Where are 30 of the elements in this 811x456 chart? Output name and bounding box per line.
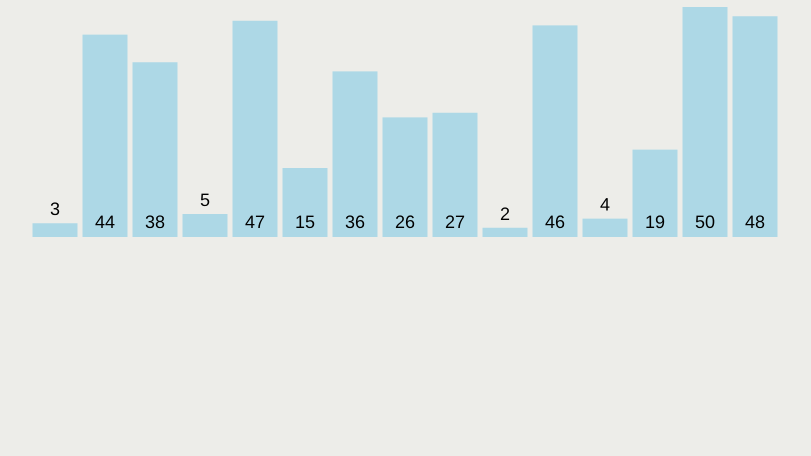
- bar: [582, 218, 628, 237]
- bar: [482, 228, 528, 237]
- data-label: 44: [94, 212, 116, 232]
- data-label: 15: [294, 212, 316, 232]
- bar: [632, 150, 678, 237]
- data-label: 47: [244, 212, 266, 232]
- data-label: 4: [600, 194, 610, 215]
- data-label: 50: [694, 212, 716, 232]
- data-label: 19: [644, 212, 666, 232]
- data-label: 26: [394, 212, 416, 232]
- bar: [432, 112, 478, 237]
- bar: [532, 25, 578, 237]
- data-label: 5: [200, 190, 210, 210]
- bar: [382, 117, 428, 237]
- bar: [82, 34, 128, 237]
- bar: [182, 214, 228, 237]
- data-label: 36: [344, 212, 366, 232]
- bar: [332, 71, 378, 237]
- data-label: 3: [50, 199, 60, 220]
- bar: [682, 7, 728, 237]
- data-label: 48: [744, 212, 766, 232]
- bar: [282, 168, 328, 237]
- bar: [732, 16, 778, 237]
- data-label: 2: [500, 204, 510, 224]
- data-label: 38: [144, 212, 166, 232]
- data-label: 46: [544, 212, 566, 232]
- bar: [32, 223, 78, 237]
- bar: [232, 20, 278, 237]
- bar: [132, 62, 178, 237]
- data-label: 27: [444, 212, 466, 232]
